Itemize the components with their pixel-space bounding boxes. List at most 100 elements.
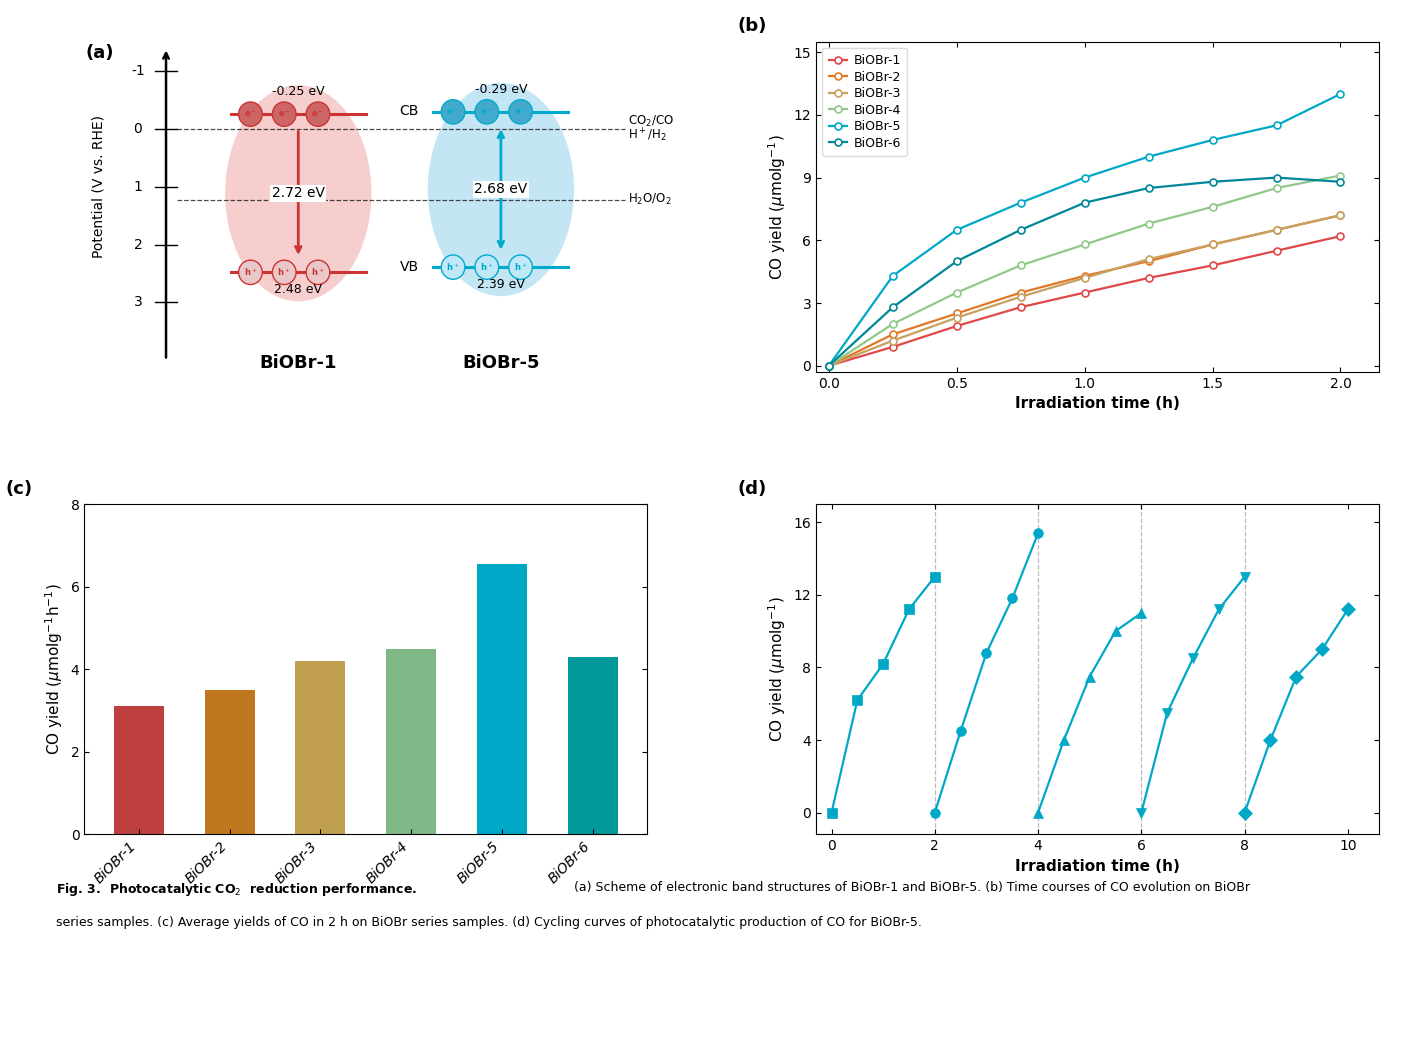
Circle shape (273, 260, 295, 285)
BiOBr-6 (885, 301, 902, 314)
BiOBr-5 (1012, 196, 1029, 209)
BiOBr-4 (1076, 238, 1093, 250)
X-axis label: Irradiation time (h): Irradiation time (h) (1014, 858, 1180, 874)
Text: 0: 0 (134, 122, 142, 136)
BiOBr-6 (1140, 181, 1157, 194)
BiOBr-2 (1268, 223, 1285, 236)
BiOBr-2 (948, 308, 965, 320)
BiOBr-2 (1012, 287, 1029, 299)
BiOBr-5 (1204, 134, 1221, 146)
BiOBr-5 (820, 360, 837, 372)
BiOBr-1 (1268, 244, 1285, 257)
Circle shape (239, 102, 262, 126)
BiOBr-6 (1268, 171, 1285, 184)
Text: e$^-$: e$^-$ (480, 107, 494, 117)
Text: H$_2$O/O$_2$: H$_2$O/O$_2$ (628, 192, 671, 208)
Bar (204, 689, 255, 834)
BiOBr-1 (1140, 271, 1157, 284)
BiOBr-3 (1204, 238, 1221, 250)
BiOBr-6 (820, 360, 837, 372)
Circle shape (273, 102, 295, 126)
BiOBr-3 (1076, 271, 1093, 284)
Line: BiOBr-6: BiOBr-6 (826, 174, 1344, 369)
Text: (d): (d) (737, 480, 767, 498)
Line: BiOBr-4: BiOBr-4 (826, 172, 1344, 369)
Circle shape (509, 254, 532, 280)
BiOBr-3 (948, 312, 965, 324)
BiOBr-1 (1012, 301, 1029, 314)
BiOBr-2 (1140, 254, 1157, 267)
Line: BiOBr-1: BiOBr-1 (826, 233, 1344, 369)
BiOBr-4 (1332, 169, 1349, 181)
BiOBr-3 (820, 360, 837, 372)
Circle shape (239, 260, 262, 285)
Text: e$^-$: e$^-$ (514, 107, 528, 117)
Text: 2.39 eV: 2.39 eV (477, 277, 525, 291)
BiOBr-4 (1140, 217, 1157, 229)
BiOBr-6 (1012, 223, 1029, 236)
Circle shape (307, 102, 329, 126)
BiOBr-3 (1332, 209, 1349, 221)
Circle shape (442, 100, 464, 124)
BiOBr-6 (1076, 196, 1093, 209)
BiOBr-2 (1076, 269, 1093, 282)
Text: -0.29 eV: -0.29 eV (474, 82, 528, 96)
Text: e$^-$: e$^-$ (277, 110, 291, 119)
Text: h$^+$: h$^+$ (514, 262, 528, 273)
Circle shape (476, 254, 498, 280)
Bar (387, 649, 436, 834)
BiOBr-5 (1332, 88, 1349, 100)
Line: BiOBr-3: BiOBr-3 (826, 212, 1344, 369)
X-axis label: Irradiation time (h): Irradiation time (h) (1014, 396, 1180, 411)
Text: h$^+$: h$^+$ (446, 262, 460, 273)
BiOBr-4 (820, 360, 837, 372)
BiOBr-1 (948, 320, 965, 333)
BiOBr-5 (1076, 171, 1093, 184)
BiOBr-3 (1012, 291, 1029, 304)
BiOBr-2 (1332, 209, 1349, 221)
Text: h$^+$: h$^+$ (480, 262, 494, 273)
BiOBr-3 (1140, 252, 1157, 265)
BiOBr-5 (885, 269, 902, 282)
Bar (114, 706, 163, 834)
Y-axis label: CO yield ($\mu$molg$^{-1}$h$^{-1}$): CO yield ($\mu$molg$^{-1}$h$^{-1}$) (44, 583, 65, 755)
Circle shape (307, 260, 329, 285)
Bar (295, 661, 345, 834)
BiOBr-6 (1332, 175, 1349, 188)
BiOBr-2 (1204, 238, 1221, 250)
Text: CB: CB (400, 104, 419, 118)
Legend: BiOBr-1, BiOBr-2, BiOBr-3, BiOBr-4, BiOBr-5, BiOBr-6: BiOBr-1, BiOBr-2, BiOBr-3, BiOBr-4, BiOB… (822, 48, 908, 156)
BiOBr-1 (1332, 229, 1349, 242)
Text: h$^+$: h$^+$ (243, 267, 257, 278)
BiOBr-4 (1204, 200, 1221, 213)
Bar (477, 564, 528, 834)
BiOBr-4 (948, 287, 965, 299)
Text: h$^+$: h$^+$ (311, 267, 325, 278)
Text: (a): (a) (86, 44, 114, 62)
BiOBr-5 (1140, 150, 1157, 163)
Text: h$^+$: h$^+$ (277, 267, 291, 278)
Text: -0.25 eV: -0.25 eV (272, 84, 325, 98)
BiOBr-1 (1204, 259, 1221, 271)
Text: e$^-$: e$^-$ (243, 110, 257, 119)
Text: Potential (V vs. RHE): Potential (V vs. RHE) (91, 115, 106, 258)
Text: 2.48 eV: 2.48 eV (274, 283, 322, 296)
Ellipse shape (428, 82, 574, 296)
BiOBr-4 (1012, 259, 1029, 271)
BiOBr-5 (948, 223, 965, 236)
BiOBr-2 (885, 329, 902, 341)
Text: 1: 1 (134, 179, 142, 194)
Text: -1: -1 (131, 64, 145, 77)
BiOBr-6 (948, 254, 965, 267)
Text: 3: 3 (134, 295, 142, 310)
Bar (568, 657, 618, 834)
BiOBr-1 (885, 341, 902, 354)
BiOBr-3 (885, 335, 902, 347)
Text: 2.72 eV: 2.72 eV (272, 187, 325, 200)
Text: (a) Scheme of electronic band structures of BiOBr-1 and BiOBr-5. (b) Time course: (a) Scheme of electronic band structures… (574, 881, 1249, 894)
Text: BiOBr-1: BiOBr-1 (259, 355, 338, 372)
BiOBr-5 (1268, 119, 1285, 131)
BiOBr-4 (1268, 181, 1285, 194)
BiOBr-3 (1268, 223, 1285, 236)
BiOBr-2 (820, 360, 837, 372)
